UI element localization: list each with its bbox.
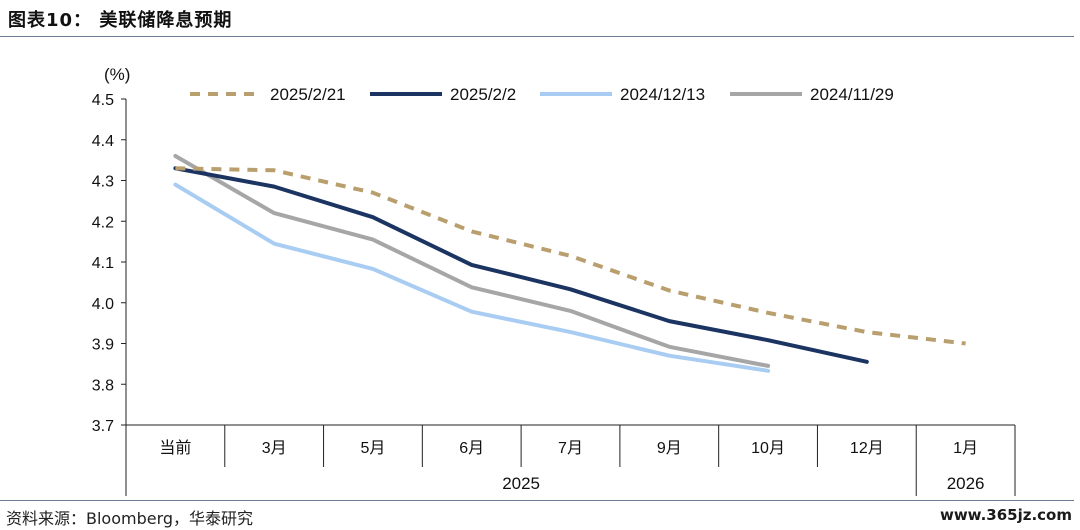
line-chart: (%) 4.5 4.4 4.3 4.2 4.1 4.0 3.9 3.8 3.7 当前 3月 5月 6月 7…	[92, 65, 1016, 496]
x-tick-label: 9月	[657, 440, 682, 457]
y-tick-label: 4.2	[92, 214, 114, 231]
footer-divider	[0, 500, 1074, 501]
x-tick-label: 当前	[159, 439, 191, 457]
y-tick-label: 4.3	[92, 174, 114, 191]
y-axis-label: (%)	[104, 65, 130, 84]
chart-title: 图表10： 美联储降息预期	[8, 10, 233, 31]
legend-label: 2024/11/29	[810, 85, 894, 104]
series-layer	[173, 154, 966, 373]
x-tick-label: 12月	[850, 440, 884, 457]
legend-label: 2025/2/2	[450, 85, 516, 104]
x-tick-label: 7月	[558, 440, 583, 457]
y-tick-label: 4.1	[92, 255, 114, 272]
y-tick-label: 3.8	[92, 377, 114, 394]
title-divider	[0, 36, 1074, 37]
series-line-2024-11-29	[173, 154, 771, 368]
series-line-2025-2-21	[175, 166, 966, 346]
x-tick-label: 6月	[459, 440, 484, 457]
series-line-2025-2-2	[173, 166, 869, 364]
x-tick-label: 10月	[751, 440, 785, 457]
y-tick-label: 4.4	[92, 133, 114, 150]
y-tick-label: 3.9	[92, 337, 114, 354]
watermark: www.365jz.com	[939, 506, 1072, 524]
legend: 2025/2/21 2025/2/2 2024/12/13 2024/11/29	[190, 85, 894, 104]
year-label: 2026	[947, 474, 985, 493]
y-tick-label: 4.5	[92, 92, 114, 109]
legend-label: 2025/2/21	[270, 85, 346, 104]
legend-label: 2024/12/13	[620, 85, 705, 104]
y-tick-label: 4.0	[92, 296, 114, 313]
y-tick-label: 3.7	[92, 418, 114, 435]
year-label: 2025	[502, 474, 540, 493]
series-line-2024-12-13	[173, 182, 771, 373]
x-tick-label: 5月	[360, 440, 385, 457]
x-tick-label: 1月	[953, 440, 978, 457]
axes: 4.5 4.4 4.3 4.2 4.1 4.0 3.9 3.8 3.7 当前 3月 5月 6月 7月 9月 1…	[92, 92, 1016, 496]
x-tick-label: 3月	[262, 440, 287, 457]
source-note: 资料来源：Bloomberg，华泰研究	[6, 509, 254, 528]
